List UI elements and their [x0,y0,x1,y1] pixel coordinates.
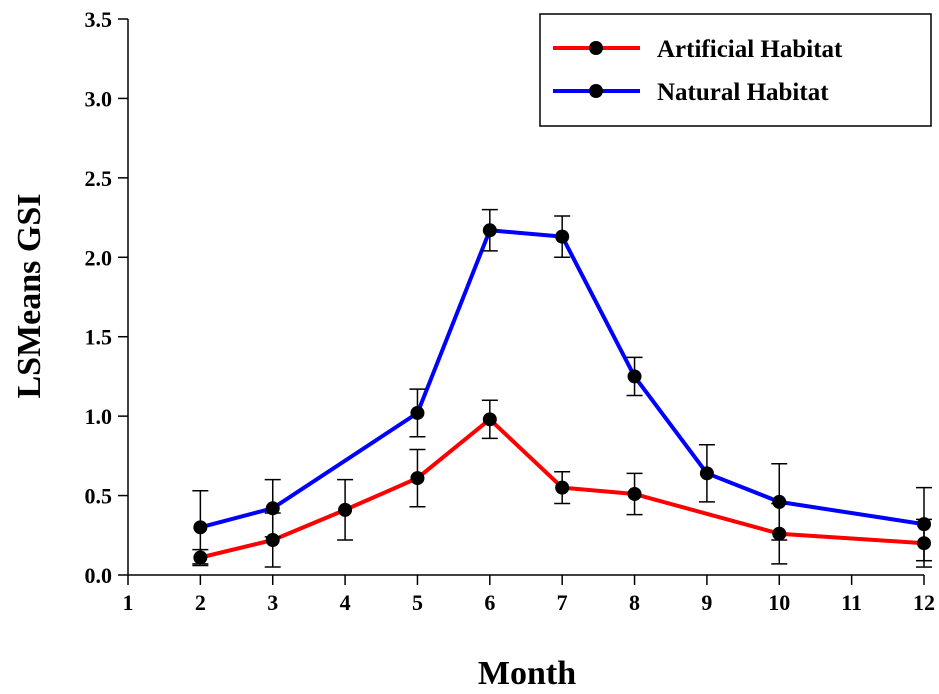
y-axis-title: LSMeans GSI [11,194,48,399]
data-point-artificial [265,533,280,548]
data-point-artificial [917,536,931,551]
data-point-artificial [482,412,497,427]
y-tick-label: 1.0 [85,404,113,429]
data-point-natural [482,223,497,238]
axes [127,19,924,576]
data-point-natural [265,501,280,516]
data-point-natural [917,517,931,532]
data-point-natural [699,466,714,481]
y-tick-label: 0.5 [85,484,113,509]
data-point-artificial [772,526,787,541]
x-tick-label: 2 [195,590,206,615]
y-tick-label: 1.5 [85,325,113,350]
y-tick-label: 3.0 [85,86,113,111]
data-point-artificial [410,471,425,486]
x-tick-label: 7 [557,590,568,615]
data-point-natural [555,229,570,244]
legend-marker-natural [589,84,603,98]
x-tick-label: 4 [340,590,351,615]
x-tick-label: 6 [484,590,495,615]
data-point-artificial [193,550,208,565]
series-layer [192,208,932,568]
legend-marker-artificial [589,41,603,55]
x-tick-label: 5 [412,590,423,615]
x-tick-label: 3 [267,590,278,615]
x-axis-title: Month [478,655,576,692]
legend: Artificial Habitat Natural Habitat [539,13,932,127]
x-tick-label: 11 [841,590,862,615]
data-point-natural [193,520,208,535]
x-axis-ticks: 1 2 3 4 5 6 7 8 9 10 11 12 [123,575,935,615]
data-point-artificial [555,480,570,495]
y-tick-label: 3.5 [85,7,113,32]
data-point-natural [410,405,425,420]
x-tick-label: 1 [123,590,134,615]
x-tick-label: 12 [913,590,935,615]
data-point-artificial [338,502,353,517]
x-tick-label: 10 [768,590,790,615]
x-tick-label: 9 [701,590,712,615]
data-point-artificial [627,486,642,501]
legend-box [539,13,932,127]
x-tick-label: 8 [629,590,640,615]
y-axis-ticks: 0.0 0.5 1.0 1.5 2.0 2.5 3.0 3.5 [85,7,128,588]
y-tick-label: 2.0 [85,245,113,270]
y-tick-label: 2.5 [85,166,113,191]
y-tick-label: 0.0 [85,563,113,588]
data-point-natural [627,369,642,384]
legend-label-artificial: Artificial Habitat [657,36,843,63]
legend-label-natural: Natural Habitat [657,79,829,106]
data-point-natural [772,494,787,509]
